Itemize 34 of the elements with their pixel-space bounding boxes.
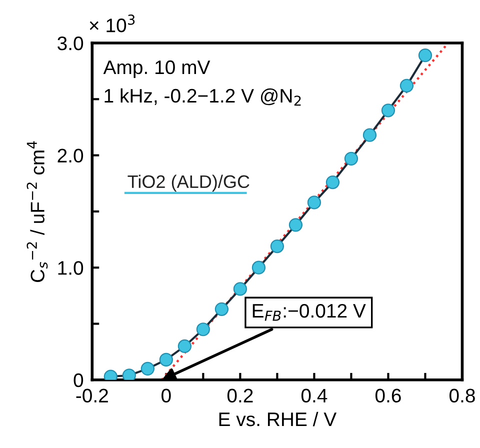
- point: [344, 152, 358, 166]
- y-tick-label: 1.0: [58, 261, 84, 275]
- x-tick-label: 0.4: [301, 388, 328, 403]
- point: [196, 322, 210, 336]
- x-tick-label: 0.6: [375, 388, 401, 403]
- point: [252, 260, 266, 274]
- annotation: Amp. 10 mV: [103, 60, 210, 78]
- point: [140, 362, 154, 376]
- text: × 10$^{3}$: [90, 14, 135, 32]
- point: [270, 239, 284, 254]
- point: [418, 48, 432, 62]
- point: [288, 218, 303, 232]
- x-tick-label: -0.2: [76, 388, 108, 403]
- text: TiO2 (ALD)/GC: [128, 174, 250, 192]
- point: [159, 352, 173, 366]
- point: [307, 196, 322, 210]
- point: [326, 175, 340, 190]
- point: [233, 282, 247, 296]
- point: [178, 339, 192, 354]
- annotation: 1 kHz, -0.2−1.2 V @N$_{2}$: [104, 88, 301, 106]
- point: [214, 302, 228, 316]
- annotation: E$_{FB}$:−0.012 V: [252, 304, 366, 321]
- x-tick-label: 0.8: [449, 388, 475, 403]
- x-tick-label: 0.2: [227, 388, 253, 403]
- point: [122, 368, 136, 380]
- y-tick-label: 2.0: [58, 148, 84, 163]
- x-axis-title: E vs. RHE / V: [219, 412, 337, 426]
- point: [381, 104, 396, 118]
- point: [400, 78, 414, 92]
- point: [362, 128, 377, 142]
- y-axis-title: C$_{s}$$^{−2}$ / uF$^{−2}$ cm$^{4}$: [26, 141, 48, 282]
- y-tick-label: 0: [74, 373, 84, 388]
- x-tick-label: 0: [162, 388, 171, 403]
- y-tick-label: 3.0: [58, 36, 84, 50]
